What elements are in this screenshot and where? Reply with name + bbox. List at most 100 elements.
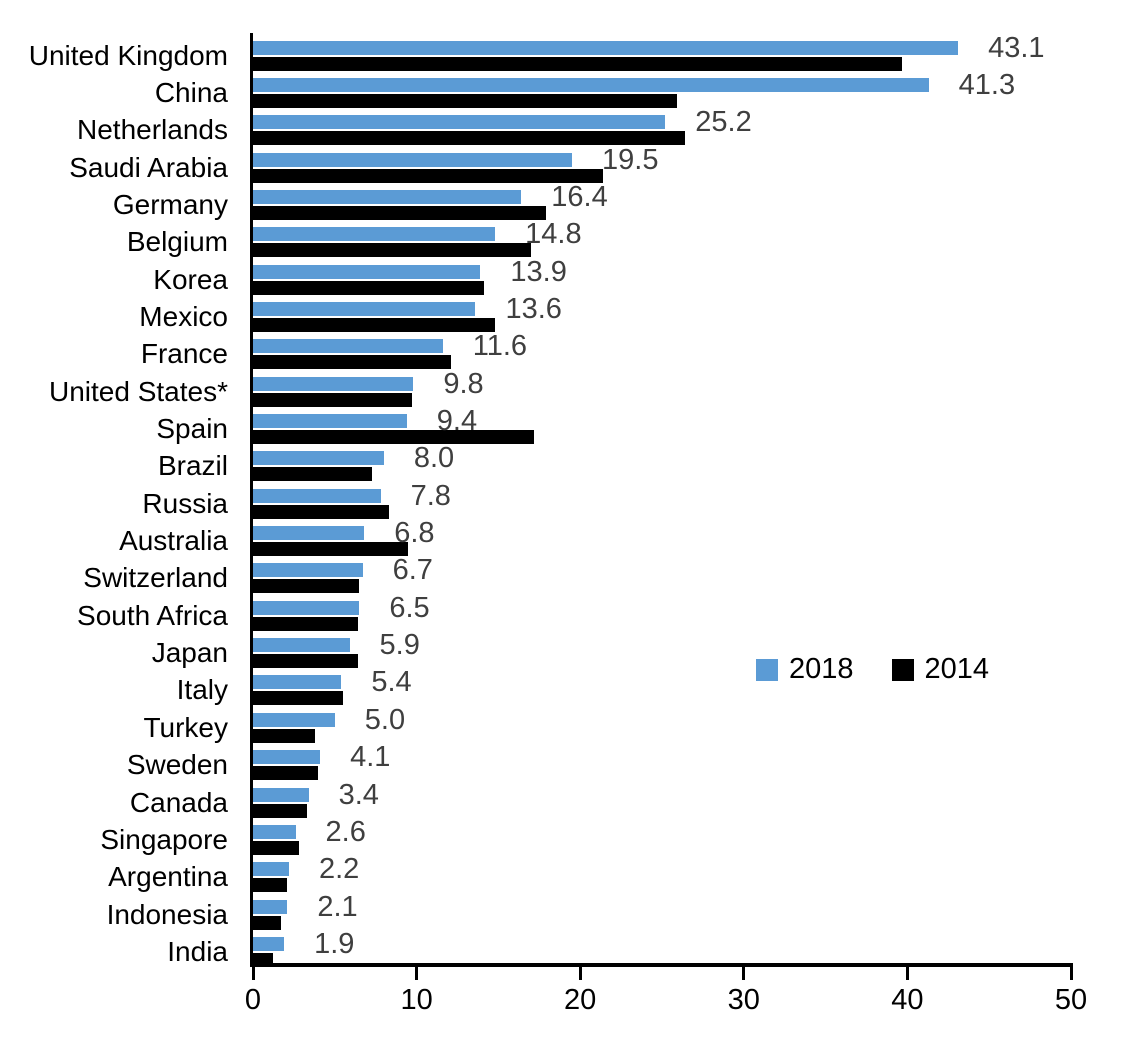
x-axis-tick-label: 0 <box>244 984 262 1016</box>
category-label: China <box>154 76 228 108</box>
category-label: Indonesia <box>106 898 228 930</box>
bar-2018 <box>253 936 285 951</box>
category-label: Saudi Arabia <box>69 151 228 183</box>
bar-2014 <box>253 616 358 631</box>
value-label: 25.2 <box>695 106 752 139</box>
bar-2014 <box>253 317 496 332</box>
value-label: 5.0 <box>364 703 406 736</box>
x-axis-tick-label: 30 <box>727 984 760 1016</box>
x-axis-tick <box>905 967 909 980</box>
bar-2018 <box>253 862 289 877</box>
x-axis-tick <box>251 967 255 980</box>
category-label: South Africa <box>77 599 228 631</box>
bar-2018 <box>253 264 481 279</box>
category-label: India <box>167 935 228 967</box>
category-label: United States* <box>49 375 228 407</box>
category-label: Brazil <box>157 450 228 482</box>
value-label: 1.9 <box>314 927 355 960</box>
bar-2018 <box>253 600 360 615</box>
category-label: Australia <box>119 525 228 557</box>
category-label: Korea <box>153 263 228 295</box>
value-label: 2.6 <box>325 815 366 848</box>
value-label: 8.0 <box>413 442 455 475</box>
bar-2018 <box>253 115 666 130</box>
bar-2014 <box>253 840 299 855</box>
category-label: Singapore <box>100 823 228 855</box>
legend-label-2014: 2014 <box>924 653 990 685</box>
bar-2014 <box>253 131 685 146</box>
legend-swatch-2014-icon <box>891 658 914 681</box>
bar-2018 <box>253 189 522 204</box>
bar-2018 <box>253 526 365 541</box>
category-label: Belgium <box>126 226 228 258</box>
bar-2014 <box>253 168 604 183</box>
value-label: 9.4 <box>436 405 478 437</box>
bar-2018 <box>253 675 342 690</box>
category-label: Mexico <box>139 300 228 332</box>
bar-2018 <box>253 899 288 914</box>
bar-2014 <box>253 766 319 781</box>
bar-2014 <box>253 205 546 220</box>
bar-2014 <box>253 392 412 407</box>
category-label: Germany <box>112 188 228 220</box>
y-axis-line <box>250 33 253 967</box>
bar-2014 <box>253 93 677 108</box>
x-axis-line <box>250 963 1073 967</box>
bar-2018 <box>253 227 496 242</box>
bar-2014 <box>253 878 288 893</box>
bar-2018 <box>253 824 296 839</box>
value-label: 5.9 <box>379 629 420 662</box>
bar-2018 <box>253 301 476 316</box>
bar-2018 <box>253 451 384 466</box>
value-label: 14.8 <box>525 218 582 251</box>
value-label: 13.9 <box>510 255 567 288</box>
legend-label-2018: 2018 <box>789 653 854 685</box>
bar-2014 <box>253 728 316 743</box>
bar-2018 <box>253 77 929 92</box>
bar-2018 <box>253 787 309 802</box>
bar-2014 <box>253 654 358 669</box>
category-label: United Kingdom <box>28 39 228 71</box>
bar-2014 <box>253 915 281 930</box>
value-label: 6.5 <box>389 591 430 624</box>
bar-2014 <box>253 542 409 557</box>
bar-2018 <box>253 152 573 167</box>
category-label: Canada <box>129 786 228 818</box>
category-label: Russia <box>142 487 228 519</box>
x-axis-tick-label: 40 <box>891 984 924 1016</box>
bar-2014 <box>253 467 373 482</box>
x-axis-tick <box>1069 967 1073 980</box>
legend-swatch-2018-icon <box>756 658 778 681</box>
value-label: 11.6 <box>472 330 528 363</box>
bar-2018 <box>253 488 381 503</box>
value-label: 16.4 <box>551 180 608 213</box>
bar-2014 <box>253 803 307 818</box>
value-label: 5.4 <box>371 666 412 699</box>
value-label: 7.8 <box>410 479 451 512</box>
bar-2018 <box>253 638 350 653</box>
bar-2018 <box>253 712 335 727</box>
category-label: Italy <box>176 674 228 706</box>
bar-2014 <box>253 56 903 71</box>
category-label: Spain <box>156 413 228 444</box>
category-label: Japan <box>151 637 228 669</box>
value-label: 4.1 <box>350 741 391 774</box>
x-axis-tick-label: 50 <box>1054 984 1088 1016</box>
bar-2018 <box>253 563 363 578</box>
value-label: 3.4 <box>338 778 379 811</box>
x-axis-tick-label: 10 <box>400 984 433 1016</box>
x-axis-tick-label: 20 <box>564 984 597 1016</box>
x-axis-tick <box>578 967 582 980</box>
bar-2014 <box>253 243 532 258</box>
value-label: 13.6 <box>505 292 562 325</box>
bar-2014 <box>253 691 343 706</box>
category-label: Argentina <box>108 861 228 893</box>
category-label: Switzerland <box>83 562 228 594</box>
category-label: France <box>140 338 228 370</box>
value-label: 19.5 <box>602 143 659 176</box>
category-label: Sweden <box>126 749 228 781</box>
category-label: Turkey <box>143 711 228 743</box>
bar-2014 <box>253 504 389 519</box>
bar-2014 <box>253 430 535 444</box>
bar-2018 <box>253 414 407 428</box>
